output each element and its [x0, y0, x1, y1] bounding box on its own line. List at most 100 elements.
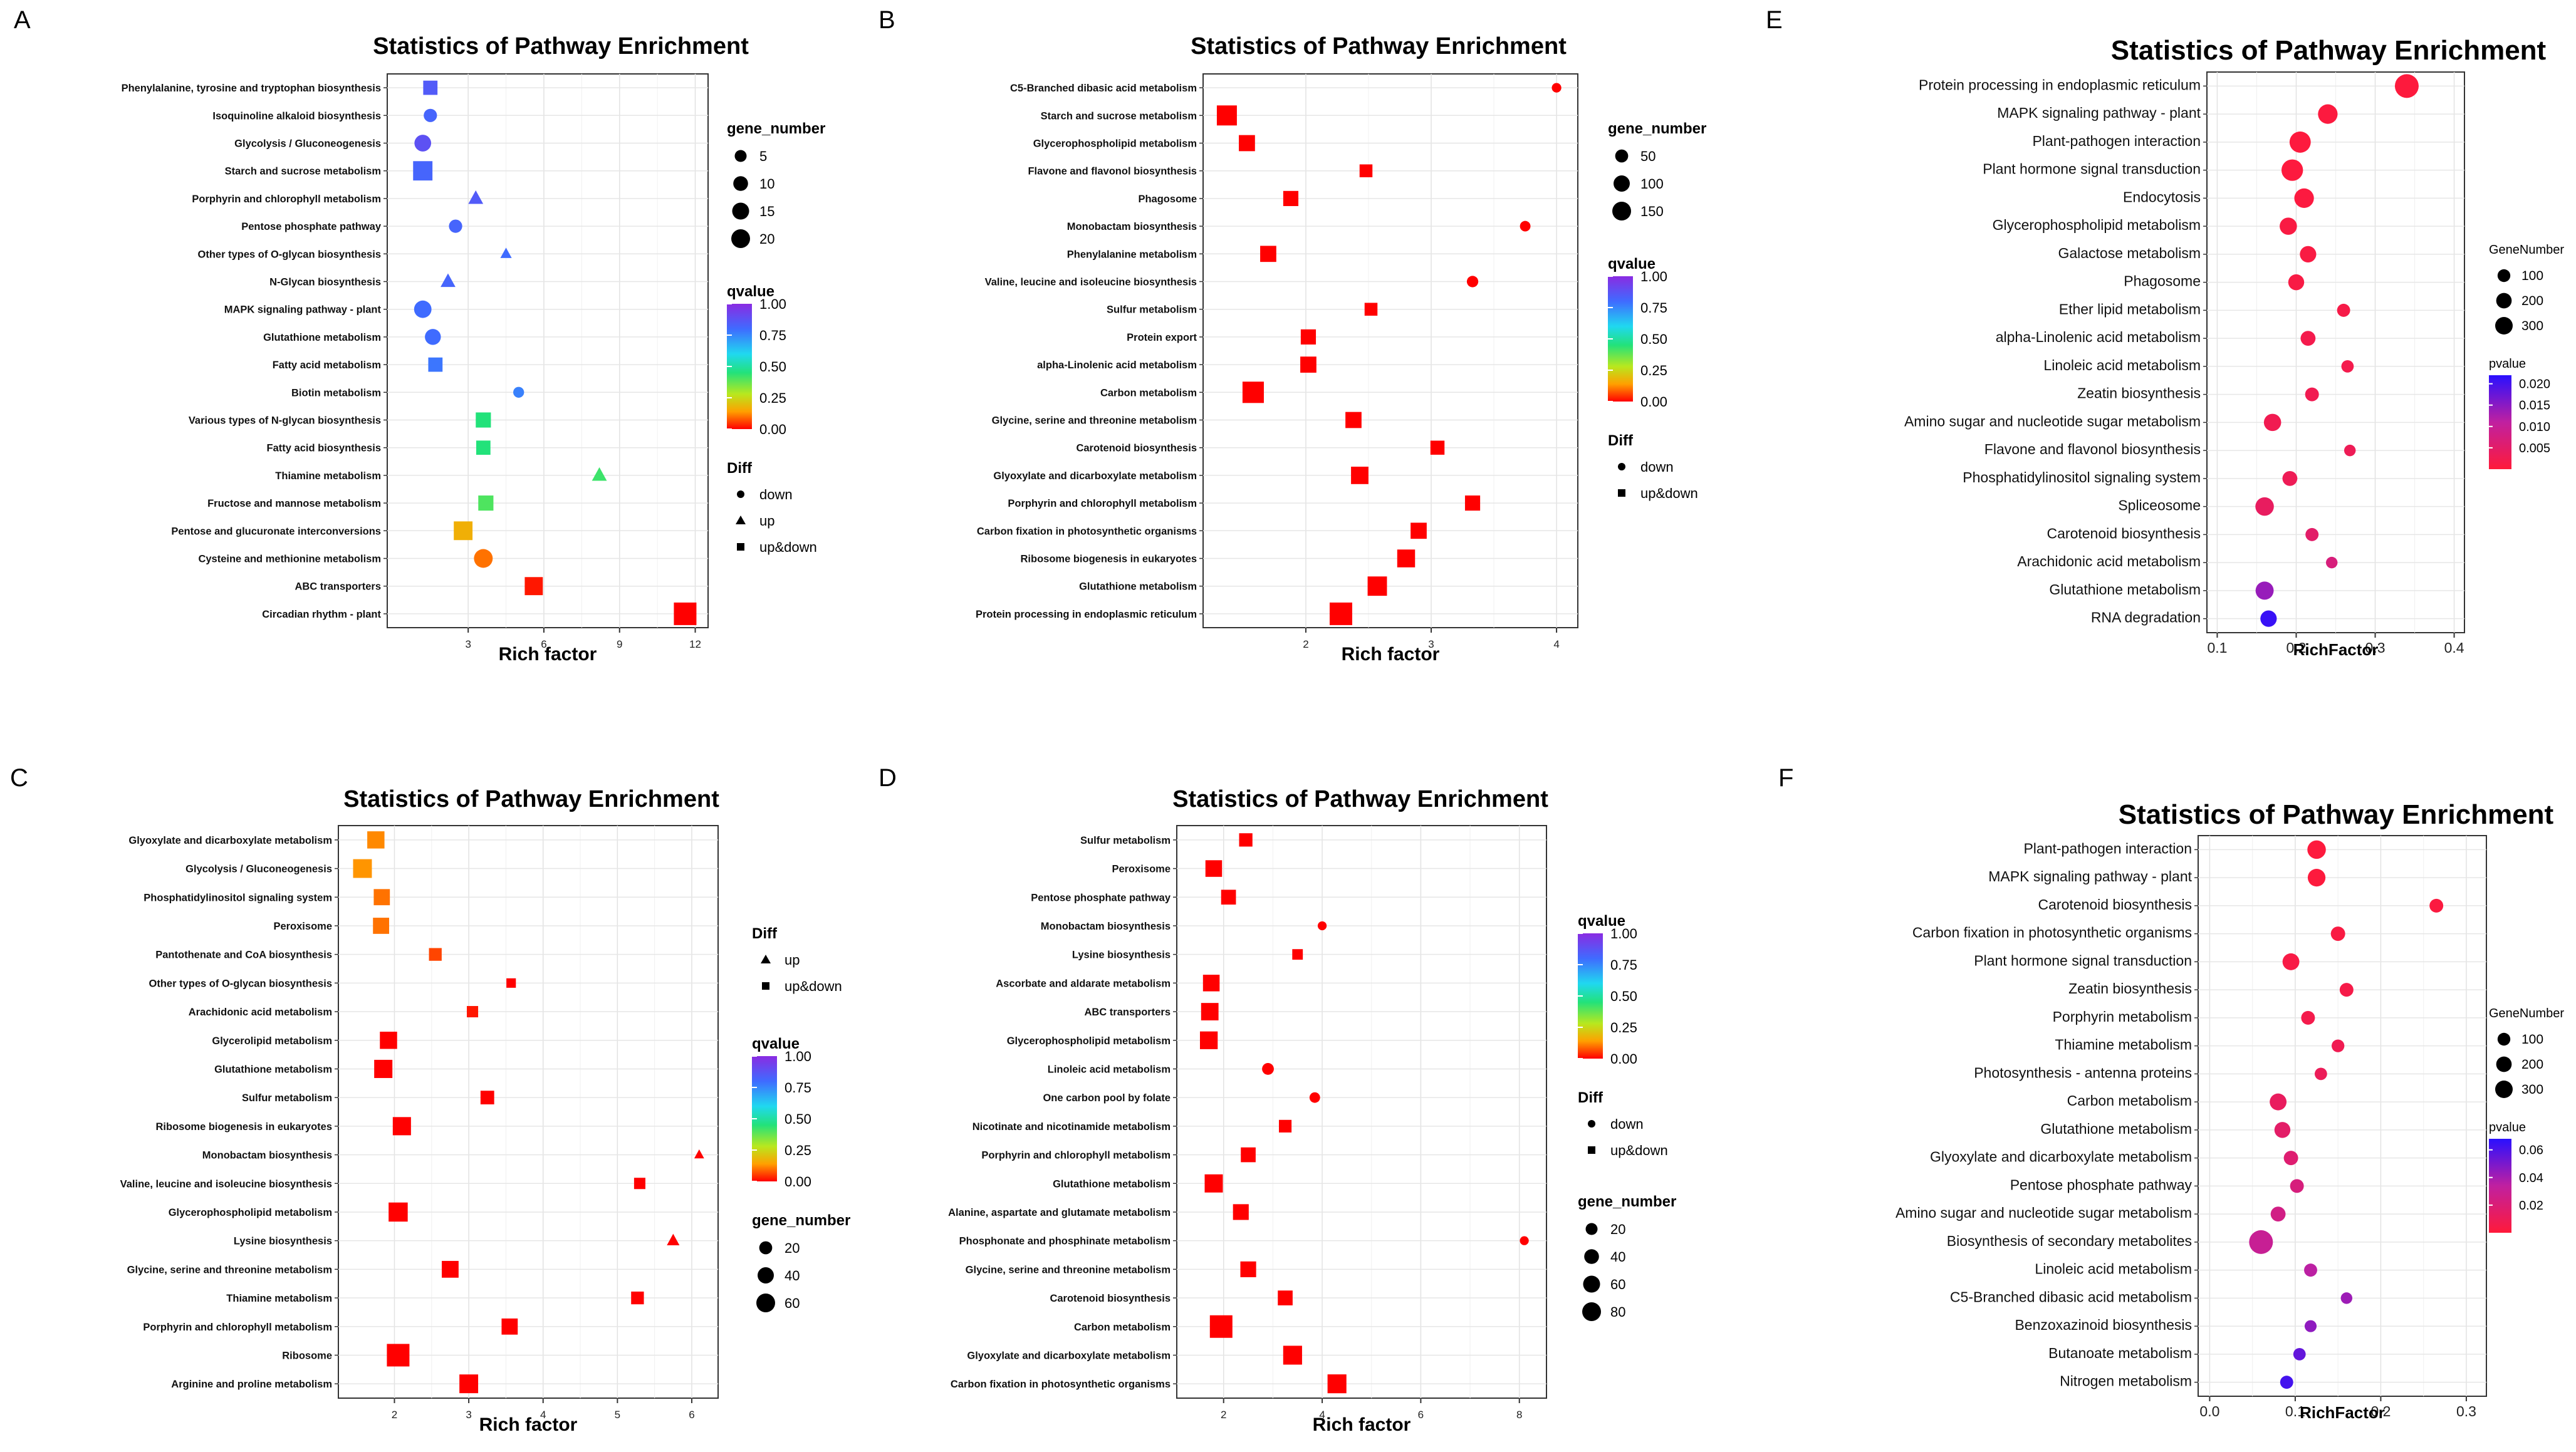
panel-e-point-circle: [2300, 246, 2317, 262]
panel-a-ylabel: Pentose phosphate pathway: [241, 221, 382, 232]
panel-e-ylabel: Plant-pathogen interaction: [2032, 133, 2201, 149]
panel-a-xaxis-title: Rich factor: [499, 644, 597, 665]
panel-c-xtick-label: 2: [392, 1409, 397, 1421]
panel-f-ylabel: MAPK signaling pathway - plant: [1988, 868, 2192, 884]
panel-e-ylabel: MAPK signaling pathway - plant: [1997, 105, 2201, 121]
panel-a-legend-color-title: qvalue: [727, 283, 774, 300]
panel-d-point-circle: [1520, 1236, 1529, 1245]
panel-e-ylabel: Plant hormone signal transduction: [1983, 161, 2201, 177]
panel-d-point-circle: [1309, 1092, 1320, 1103]
panel-f-point-circle: [2340, 1292, 2353, 1304]
panel-b-ylabel: Starch and sucrose metabolism: [1041, 110, 1197, 122]
panel-e-ylabel: alpha-Linolenic acid metabolism: [1996, 329, 2201, 345]
panel-d-legend-size-label: 80: [1610, 1304, 1625, 1320]
panel-d-ylabel: Glycerophospholipid metabolism: [1007, 1035, 1171, 1047]
panel-f-point-circle: [2429, 898, 2444, 913]
panel-f-xtick-label: 0.0: [2199, 1403, 2219, 1419]
panel-letter-b: B: [879, 6, 895, 34]
panel-d-legend-size-title: gene_number: [1578, 1193, 1676, 1210]
panel-c-point-square: [631, 1291, 644, 1305]
panel-a-legend-size-label: 5: [759, 148, 767, 164]
panel-a-legend-color-label: 0.75: [759, 328, 786, 343]
panel-a-legend-size-title: gene_number: [727, 120, 825, 137]
panel-c-point-square: [373, 918, 390, 934]
panel-e-ylabel: Linoleic acid metabolism: [2043, 357, 2201, 373]
panel-c-point-square: [634, 1178, 645, 1190]
panel-a-point-square: [454, 521, 473, 541]
panel-a-point-square: [476, 440, 491, 455]
panel-a-point-circle: [474, 549, 493, 568]
panel-c-point-triangle: [694, 1149, 704, 1159]
panel-b-point-square: [1345, 412, 1362, 428]
panel-a-legend-shape-label: up&down: [759, 539, 817, 555]
panel-e-legend-size-title: GeneNumber: [2489, 243, 2564, 257]
panel-a-legend-shape-label: up: [759, 513, 774, 529]
panel-d-ylabel: Glycine, serine and threonine metabolism: [966, 1264, 1171, 1275]
panel-f-point-circle: [2330, 926, 2345, 941]
panel-d-xaxis-title: Rich factor: [1313, 1414, 1411, 1435]
panel-d-xtick-label: 2: [1221, 1409, 1226, 1421]
panel-e-title: Statistics of Pathway Enrichment: [2111, 35, 2547, 66]
panel-d-legend-color-label: 0.00: [1610, 1051, 1637, 1067]
panel-a-ylabel: Starch and sucrose metabolism: [225, 166, 381, 177]
panel-e-xaxis-title: RichFactor: [2293, 640, 2379, 659]
panel-b-legend-color-title: qvalue: [1608, 256, 1656, 272]
panel-a-point-square: [413, 161, 433, 181]
panel-f-legend-size-label: 100: [2521, 1032, 2543, 1047]
panel-d-ylabel: ABC transporters: [1084, 1007, 1171, 1018]
panel-d-legend-size-dot: [1584, 1249, 1599, 1264]
panel-a-point-triangle: [500, 247, 512, 258]
panel-d-ylabel: Lysine biosynthesis: [1072, 950, 1171, 961]
panel-d-ylabel: Sulfur metabolism: [1080, 835, 1171, 846]
panel-e-point-circle: [2281, 159, 2303, 181]
panel-e-ylabel: Arachidonic acid metabolism: [2017, 553, 2201, 569]
panel-d-ylabel: Porphyrin and chlorophyll metabolism: [981, 1150, 1171, 1161]
panel-e-xtick-label: 0.3: [2365, 640, 2386, 656]
panel-a-legend-shape-triangle: [736, 516, 746, 524]
panel-d-point-square: [1233, 1204, 1249, 1220]
panel-f-point-circle: [2301, 1010, 2315, 1025]
panel-f-legend-size-label: 300: [2521, 1082, 2543, 1097]
panel-c-point-triangle: [667, 1233, 680, 1245]
panel-c-ylabel: Arginine and proline metabolism: [171, 1379, 332, 1390]
panel-c-legend-shape-label: up: [785, 952, 800, 968]
panel-e-legend-color-label: 0.020: [2519, 378, 2550, 392]
panel-c-ylabel: Porphyrin and chlorophyll metabolism: [143, 1322, 332, 1333]
panel-f-point-circle: [2332, 1039, 2345, 1052]
panel-a-xtick-label: 9: [617, 638, 622, 650]
panel-a-legend-size-label: 15: [759, 204, 774, 219]
panel-c-plot-area: [338, 825, 719, 1399]
panel-f-legend-size-title: GeneNumber: [2489, 1007, 2564, 1020]
panel-e-point-circle: [2255, 497, 2274, 516]
panel-f-ylabel: Pentose phosphate pathway: [2010, 1176, 2193, 1193]
panel-e-point-circle: [2344, 444, 2356, 457]
panel-e-legend-color-label: 0.015: [2519, 399, 2550, 413]
panel-d-legend-size-dot: [1585, 1223, 1598, 1235]
panel-d-point-square: [1327, 1374, 1347, 1394]
panel-b-legend-shape-label: down: [1640, 459, 1674, 475]
panel-e-ylabel: Protein processing in endoplasmic reticu…: [1919, 76, 2201, 93]
panel-b-legend-size-dot: [1612, 202, 1631, 220]
panel-a-point-square: [423, 80, 438, 95]
panel-f-point-circle: [2290, 1179, 2304, 1193]
panel-f-xtick-label: 0.1: [2285, 1403, 2305, 1419]
panel-f-ylabel: Nitrogen metabolism: [2060, 1373, 2192, 1389]
panel-a-legend-color-label: 0.50: [759, 359, 786, 375]
panel-e-legend-size-dot: [2497, 269, 2511, 283]
panel-b-xtick-label: 3: [1428, 638, 1434, 650]
panel-f-ylabel: Linoleic acid metabolism: [2035, 1261, 2192, 1277]
panel-d-point-circle: [1262, 1063, 1274, 1075]
panel-e-legend-size-label: 100: [2521, 269, 2543, 283]
panel-b-ylabel: Carbon metabolism: [1100, 387, 1197, 398]
panel-f-legend-color-label: 0.06: [2519, 1144, 2543, 1158]
panel-c-point-square: [459, 1374, 479, 1394]
panel-b-ylabel: Glycine, serine and threonine metabolism: [992, 415, 1197, 427]
panel-e-ylabel: Flavone and flavonol biosynthesis: [1984, 441, 2201, 457]
panel-f-legend-size-label: 200: [2521, 1057, 2543, 1072]
panel-a-ylabel: N-Glycan biosynthesis: [269, 277, 381, 288]
panel-a-point-square: [478, 495, 494, 511]
panel-b-legend-color-label: 0.75: [1640, 300, 1667, 316]
panel-e-ylabel: Glutathione metabolism: [2049, 581, 2201, 598]
panel-d-point-square: [1278, 1290, 1293, 1305]
panel-d-ylabel: Nicotinate and nicotinamide metabolism: [973, 1121, 1171, 1133]
